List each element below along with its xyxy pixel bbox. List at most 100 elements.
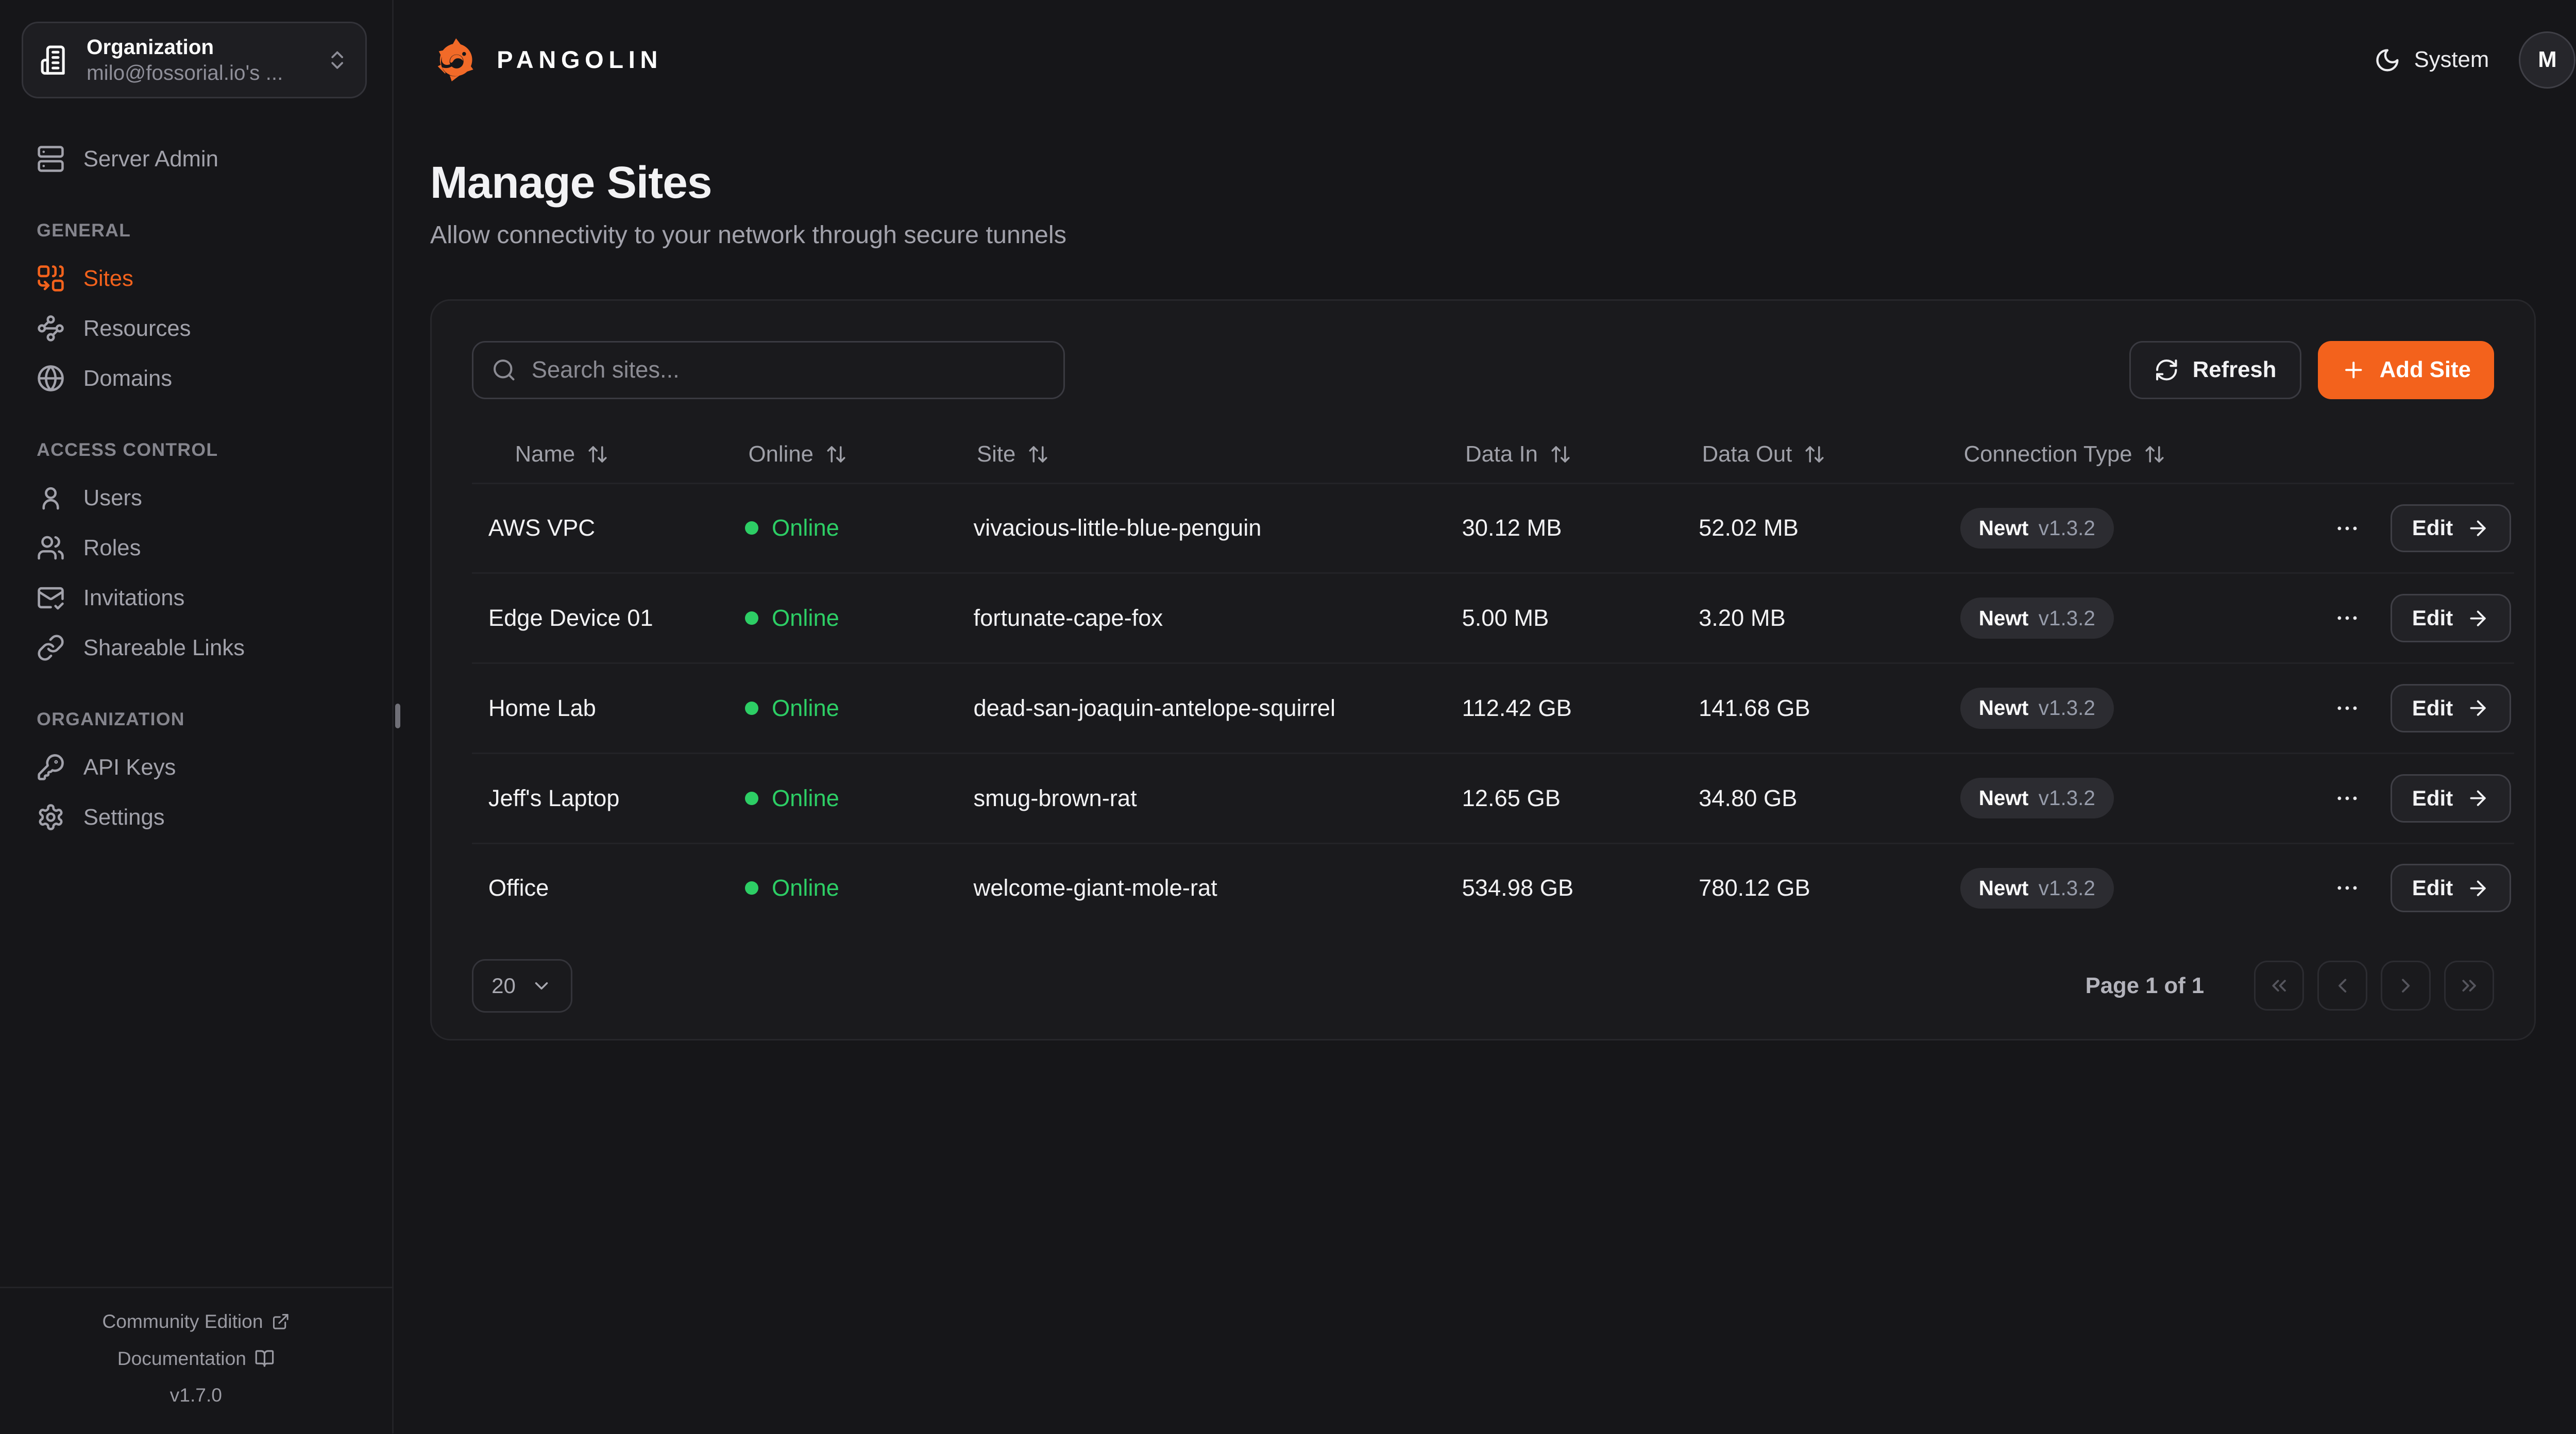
cell-site: fortunate-cape-fox — [973, 605, 1163, 631]
documentation-link[interactable]: Documentation — [16, 1340, 375, 1377]
column-header-data-out[interactable]: Data Out — [1682, 441, 1944, 467]
sidebar-item-label: API Keys — [83, 754, 176, 780]
sidebar-item-users[interactable]: Users — [23, 474, 368, 522]
scrollbar-thumb[interactable] — [395, 703, 400, 729]
cell-name: Jeff's Laptop — [488, 784, 620, 811]
edit-button[interactable]: Edit — [2390, 504, 2512, 553]
sidebar-item-roles[interactable]: Roles — [23, 524, 368, 572]
row-actions-button[interactable] — [2327, 688, 2367, 728]
sort-icon — [2144, 443, 2165, 465]
cell-site: welcome-giant-mole-rat — [973, 875, 1217, 901]
search-box — [471, 340, 1065, 399]
sidebar-item-settings[interactable]: Settings — [23, 793, 368, 842]
theme-label: System — [2414, 47, 2489, 73]
arrow-right-icon — [2466, 877, 2489, 900]
cell-status: Online — [728, 875, 957, 901]
cell-name: Edge Device 01 — [488, 605, 653, 631]
ellipsis-icon — [2334, 785, 2361, 812]
row-actions-button[interactable] — [2327, 508, 2367, 549]
sidebar-item-api-keys[interactable]: API Keys — [23, 743, 368, 792]
sidebar-item-label: Shareable Links — [83, 635, 245, 660]
sort-icon — [1550, 443, 1571, 465]
ellipsis-icon — [2334, 695, 2361, 722]
ellipsis-icon — [2334, 515, 2361, 542]
globe-icon — [37, 364, 65, 392]
community-edition-link[interactable]: Community Edition — [16, 1303, 375, 1340]
edit-button[interactable]: Edit — [2390, 774, 2512, 823]
theme-toggle[interactable]: System — [2374, 47, 2489, 74]
connection-badge: Newt v1.3.2 — [1960, 777, 2114, 819]
chevron-right-icon — [2394, 974, 2417, 997]
column-header-site[interactable]: Site — [957, 441, 1445, 467]
cell-name: Office — [488, 875, 549, 901]
edit-button[interactable]: Edit — [2390, 864, 2512, 913]
previous-page-button[interactable] — [2317, 961, 2368, 1011]
cell-name: AWS VPC — [488, 515, 596, 541]
sidebar-item-invitations[interactable]: Invitations — [23, 574, 368, 622]
next-page-button[interactable] — [2381, 961, 2431, 1011]
app-version: v1.7.0 — [170, 1384, 223, 1406]
topbar: PANGOLIN System M — [394, 0, 2576, 120]
column-header-name[interactable]: Name — [472, 441, 728, 467]
sort-icon — [1027, 443, 1049, 465]
table-row: Home Lab Online dead-san-joaquin-antelop… — [471, 662, 2514, 753]
table-toolbar: Refresh Add Site — [471, 340, 2514, 399]
main-area: PANGOLIN System M Manage Sites Allow con… — [394, 0, 2576, 1433]
page-indicator: Page 1 of 1 — [2085, 972, 2205, 998]
org-selector[interactable]: Organization milo@fossorial.io's ... — [22, 22, 367, 98]
cell-status: Online — [728, 515, 957, 541]
external-link-icon — [272, 1312, 290, 1331]
sidebar-item-server-admin[interactable]: Server Admin — [23, 135, 368, 183]
sidebar-item-label: Server Admin — [83, 146, 218, 172]
cell-data-out: 52.02 MB — [1699, 515, 1799, 541]
mail-check-icon — [37, 584, 65, 612]
first-page-button[interactable] — [2254, 961, 2304, 1011]
connection-badge: Newt v1.3.2 — [1960, 867, 2114, 909]
refresh-button[interactable]: Refresh — [2129, 340, 2301, 399]
arrow-right-icon — [2466, 787, 2489, 810]
table-header-row: Name Online Site Data In — [472, 426, 2514, 483]
edit-button[interactable]: Edit — [2390, 594, 2512, 643]
ellipsis-icon — [2334, 875, 2361, 901]
table-row: Edge Device 01 Online fortunate-cape-fox… — [471, 572, 2514, 662]
column-header-connection-type[interactable]: Connection Type — [1944, 441, 2327, 467]
edit-button[interactable]: Edit — [2390, 684, 2512, 732]
brand-logo: PANGOLIN — [430, 34, 663, 86]
row-actions-button[interactable] — [2327, 598, 2367, 638]
sidebar-section-organization: ORGANIZATION — [37, 709, 185, 730]
last-page-button[interactable] — [2444, 961, 2495, 1011]
table-row: Office Online welcome-giant-mole-rat 534… — [471, 842, 2514, 933]
cell-data-in: 12.65 GB — [1462, 784, 1561, 811]
sidebar-item-sites[interactable]: Sites — [23, 254, 368, 303]
row-actions-button[interactable] — [2327, 868, 2367, 909]
arrow-right-icon — [2466, 607, 2489, 630]
cell-connection-type: Newt v1.3.2 — [1944, 598, 2327, 639]
server-icon — [37, 145, 65, 173]
cell-data-in: 112.42 GB — [1462, 694, 1572, 721]
sites-table-card: Refresh Add Site Name — [430, 299, 2536, 1041]
page-size-select[interactable]: 20 — [471, 959, 572, 1013]
column-header-online[interactable]: Online — [728, 441, 957, 467]
row-actions-button[interactable] — [2327, 778, 2367, 818]
sort-icon — [1804, 443, 1825, 465]
sidebar-footer: Community Edition Documentation v1.7.0 — [0, 1287, 392, 1433]
sidebar-item-resources[interactable]: Resources — [23, 304, 368, 353]
pagination-bar: 20 Page 1 of 1 — [471, 959, 2514, 1013]
cell-status: Online — [728, 695, 957, 722]
plus-icon — [2341, 357, 2366, 383]
page-subtitle: Allow connectivity to your network throu… — [430, 220, 1066, 249]
cell-connection-type: Newt v1.3.2 — [1944, 507, 2327, 549]
add-site-button[interactable]: Add Site — [2318, 340, 2495, 399]
sidebar-nav: Server Admin GENERAL Sites Resources Dom… — [0, 108, 392, 1287]
sidebar-item-shareable-links[interactable]: Shareable Links — [23, 624, 368, 672]
chevrons-left-icon — [2267, 974, 2291, 997]
table-row: AWS VPC Online vivacious-little-blue-pen… — [471, 482, 2514, 573]
chevron-left-icon — [2331, 974, 2354, 997]
sidebar-section-access-control: ACCESS CONTROL — [37, 439, 218, 460]
search-input[interactable] — [531, 356, 1045, 384]
table-row: Jeff's Laptop Online smug-brown-rat 12.6… — [471, 752, 2514, 843]
user-icon — [37, 484, 65, 512]
column-header-data-in[interactable]: Data In — [1445, 441, 1682, 467]
avatar[interactable]: M — [2519, 31, 2576, 89]
sidebar-item-domains[interactable]: Domains — [23, 354, 368, 403]
